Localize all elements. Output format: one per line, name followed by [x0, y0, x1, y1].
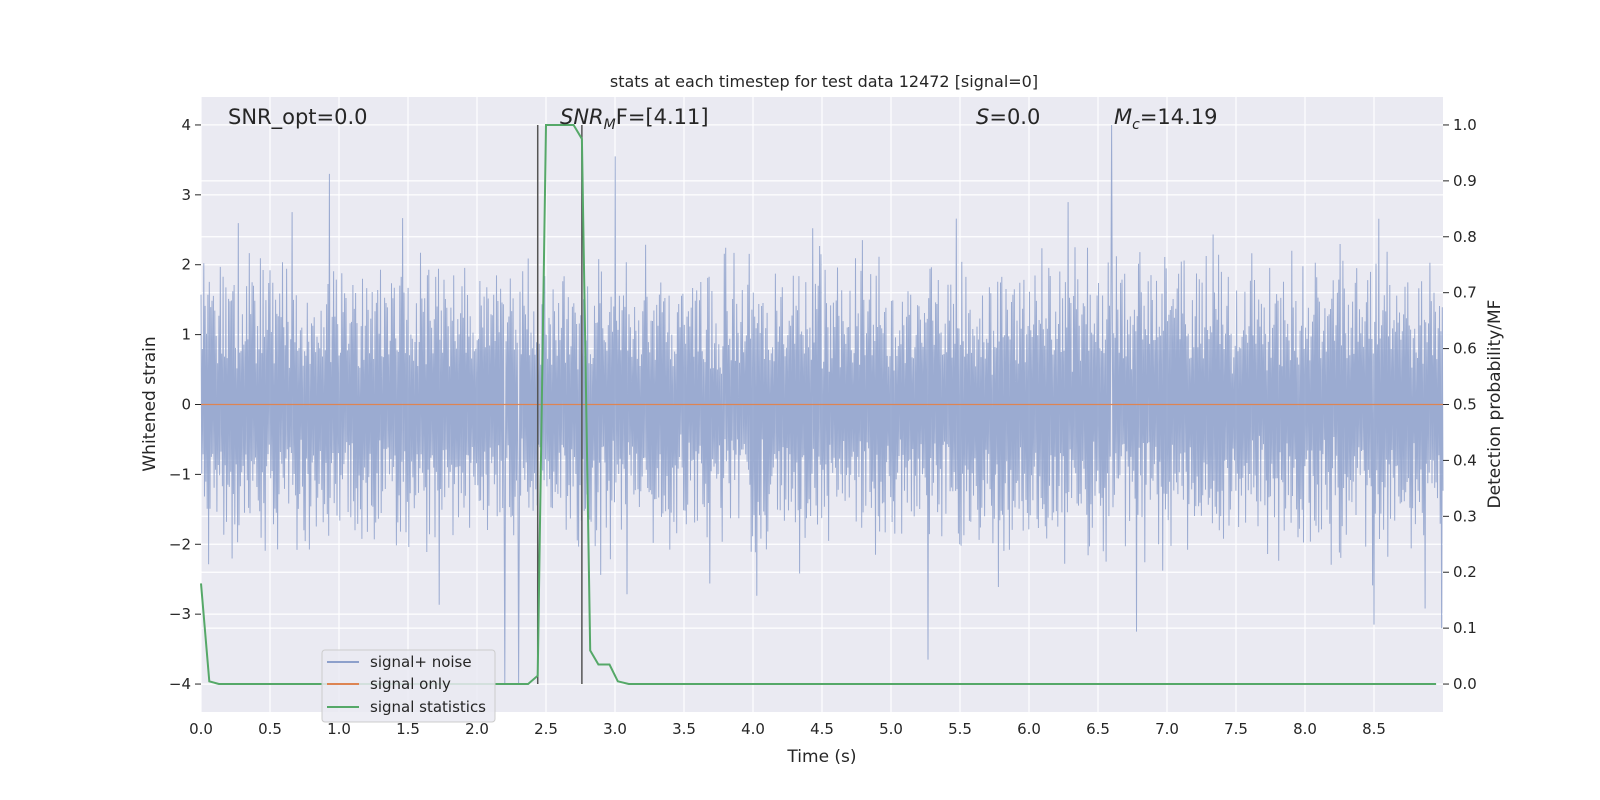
annotation-mc-sub: c: [1132, 117, 1140, 133]
x-tick-label: 4.0: [741, 720, 765, 738]
x-tick-label: 5.5: [948, 720, 972, 738]
y-right-tick-label: 1.0: [1453, 116, 1477, 134]
x-tick-label: 6.5: [1086, 720, 1110, 738]
y-right-tick-label: 0.1: [1453, 619, 1477, 637]
x-tick-label: 8.0: [1293, 720, 1317, 738]
y-left-tick-label: 3: [181, 186, 191, 204]
annotation-mc-main: M: [1114, 105, 1132, 129]
y-left-tick-label: 4: [181, 116, 191, 134]
x-tick-label: 0.5: [258, 720, 282, 738]
x-tick-label: 3.0: [603, 720, 627, 738]
x-tick-label: 2.5: [534, 720, 558, 738]
y-left-tick-label: −4: [169, 675, 191, 693]
annotation-s-rest: =0.0: [989, 105, 1040, 129]
annotation-s-main: S: [976, 105, 989, 129]
noise-line: [200, 124, 1444, 685]
y-right-axis-label: Detection probability/MF: [1485, 300, 1505, 509]
annotation-mc-rest: =14.19: [1140, 105, 1218, 129]
y-left-tick-label: −1: [169, 465, 191, 483]
y-left-tick-label: 2: [181, 256, 191, 274]
y-left-tick-label: 0: [181, 396, 191, 414]
annotation-snr-mf: SNRMF=[4.11]: [560, 105, 709, 133]
y-left-axis-label: Whitened strain: [140, 336, 160, 471]
legend-label-signal-statistics: signal statistics: [370, 698, 486, 716]
legend-label-signal-noise: signal+ noise: [370, 653, 472, 671]
series-signal-noise: [200, 124, 1444, 685]
annotation-s: S=0.0: [976, 105, 1040, 129]
y-right-tick-label: 0.2: [1453, 563, 1477, 581]
annotation-snr-mf-main: SNR: [560, 105, 604, 129]
annotation-mc: Mc=14.19: [1114, 105, 1218, 133]
x-axis-label: Time (s): [786, 747, 856, 767]
y-right-tick-label: 0.0: [1453, 675, 1477, 693]
y-right-tick-label: 0.7: [1453, 284, 1477, 302]
y-right-axis-ticks: 0.0 0.1 0.2 0.3 0.4 0.5 0.6 0.7 0.8 0.9 1.0: [1443, 116, 1477, 693]
vertical-markers: [536, 124, 583, 685]
y-right-tick-label: 0.3: [1453, 507, 1477, 525]
annotation-snr-mf-rest: F=[4.11]: [616, 105, 709, 129]
y-right-tick-label: 0.8: [1453, 228, 1477, 246]
y-right-tick-label: 0.4: [1453, 451, 1477, 469]
x-tick-label: 1.5: [396, 720, 420, 738]
y-left-tick-label: −3: [169, 605, 191, 623]
y-right-tick-label: 0.5: [1453, 396, 1477, 414]
x-tick-label: 0.0: [189, 720, 213, 738]
annotation-snr-opt: SNR_opt=0.0: [228, 105, 368, 130]
legend-label-signal-only: signal only: [370, 675, 451, 693]
y-left-tick-label: 1: [181, 326, 191, 344]
chart-title: stats at each timestep for test data 124…: [610, 72, 1038, 91]
legend: signal+ noise signal only signal statist…: [321, 649, 496, 723]
x-tick-label: 2.0: [465, 720, 489, 738]
x-tick-label: 7.5: [1224, 720, 1248, 738]
x-axis-ticks: 0.0 0.5 1.0 1.5 2.0 2.5 3.0 3.5 4.0 4.5 5.0 5.5 6.0 6…: [189, 720, 1386, 738]
x-tick-label: 6.0: [1017, 720, 1041, 738]
x-tick-label: 5.0: [879, 720, 903, 738]
y-left-tick-label: −2: [169, 535, 191, 553]
x-tick-label: 7.0: [1155, 720, 1179, 738]
x-tick-label: 8.5: [1362, 720, 1386, 738]
y-right-tick-label: 0.9: [1453, 172, 1477, 190]
legend-box: [321, 649, 496, 723]
y-right-tick-label: 0.6: [1453, 340, 1477, 358]
x-tick-label: 4.5: [810, 720, 834, 738]
x-tick-label: 1.0: [327, 720, 351, 738]
x-tick-label: 3.5: [672, 720, 696, 738]
y-left-axis-ticks: −4 −3 −2 −1 0 1 2 3 4: [169, 116, 201, 693]
annotation-snr-mf-sub: M: [604, 117, 616, 133]
